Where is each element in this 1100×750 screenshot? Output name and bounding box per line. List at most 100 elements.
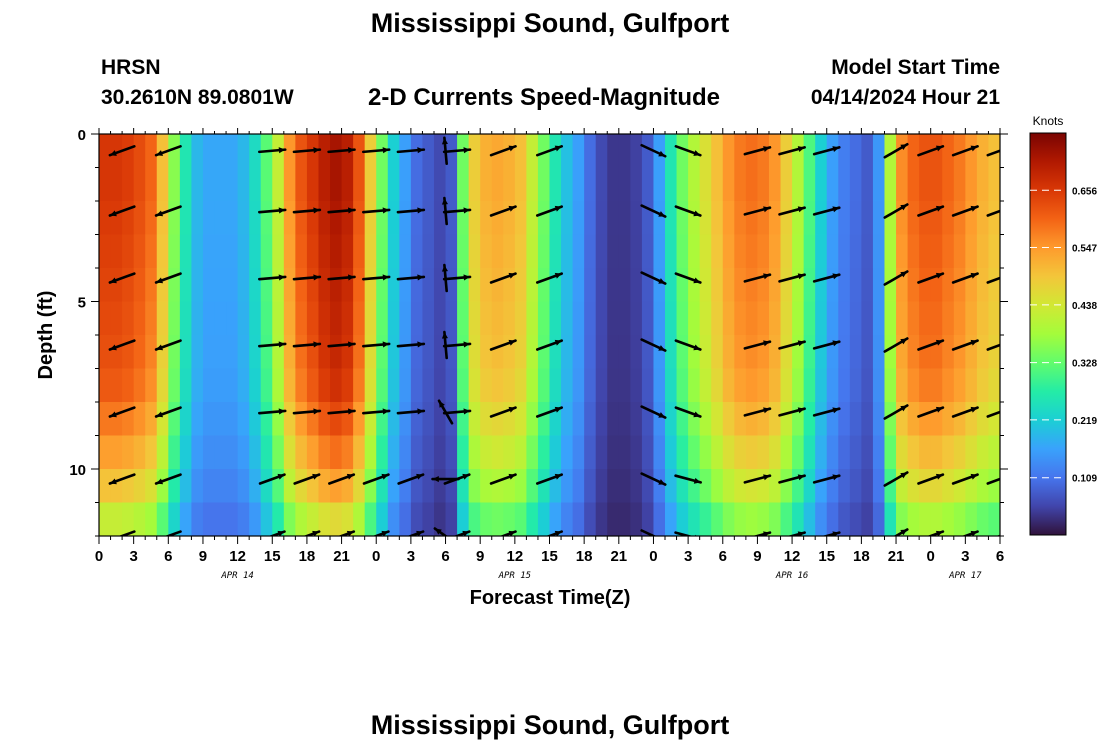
- current-vector-arrow: [986, 477, 1000, 485]
- heatmap-cell: [595, 268, 608, 303]
- heatmap-cell: [792, 134, 805, 169]
- heatmap-cell: [353, 502, 366, 536]
- heatmap-cell: [491, 167, 504, 202]
- heatmap-cell: [202, 268, 216, 303]
- current-vector-arrow: [640, 529, 657, 536]
- heatmap-cell: [295, 201, 308, 236]
- heatmap-cell: [607, 167, 620, 202]
- heatmap-cell: [849, 368, 862, 403]
- heatmap-cell: [872, 402, 886, 437]
- colorbar-tick-label: 0.219: [1072, 416, 1097, 427]
- heatmap-cell: [572, 402, 585, 437]
- heatmap-cell: [815, 368, 828, 403]
- heatmap-cell: [214, 268, 227, 303]
- heatmap-cell: [445, 335, 458, 370]
- current-vector-arrow: [778, 273, 806, 283]
- heatmap-cell: [110, 335, 123, 370]
- heatmap-cell: [168, 502, 181, 536]
- heatmap-cell: [295, 435, 308, 470]
- heatmap-cell: [145, 301, 158, 336]
- heatmap-cell: [110, 201, 123, 236]
- current-vector-arrow: [258, 207, 287, 214]
- heatmap-cell: [930, 167, 943, 202]
- current-vector-arrow: [535, 272, 564, 284]
- heatmap-cell: [422, 201, 435, 236]
- heatmap-cell: [422, 469, 435, 504]
- heatmap-cell: [133, 335, 146, 370]
- heatmap-cell: [387, 301, 400, 336]
- heatmap-cell: [491, 234, 504, 269]
- heatmap-cell: [688, 335, 701, 370]
- heatmap-cell: [884, 402, 897, 437]
- heatmap-cell: [803, 301, 816, 336]
- x-tick-label: 21: [888, 548, 905, 565]
- current-vector-arrow: [674, 145, 702, 157]
- heatmap-cell: [249, 268, 262, 303]
- heatmap-cell: [630, 167, 643, 202]
- heatmap-cell: [480, 502, 493, 536]
- heatmap-cell: [376, 368, 389, 403]
- x-tick-label: 0: [649, 548, 657, 565]
- heatmap-cell: [988, 335, 1000, 370]
- heatmap-cell: [433, 368, 447, 403]
- heatmap-cell: [953, 402, 966, 437]
- heatmap-cell: [872, 502, 886, 536]
- heatmap-cell: [826, 268, 839, 303]
- heatmap-cell: [202, 469, 216, 504]
- heatmap-cell: [399, 201, 412, 236]
- heatmap-cell: [919, 502, 932, 536]
- heatmap-cell: [306, 402, 320, 437]
- heatmap-cell: [688, 167, 701, 202]
- current-vector-arrow: [407, 530, 425, 536]
- heatmap-cell: [976, 368, 990, 403]
- heatmap-cell: [792, 234, 805, 269]
- heatmap-cell: [942, 301, 955, 336]
- heatmap-cell: [561, 201, 574, 236]
- heatmap-cell: [630, 268, 643, 303]
- current-vector-arrow: [986, 343, 1000, 351]
- heatmap-cell: [341, 201, 354, 236]
- heatmap-cell: [122, 234, 135, 269]
- heatmap-cell: [849, 167, 862, 202]
- heatmap-cell: [376, 335, 389, 370]
- heatmap-cell: [861, 167, 874, 202]
- heatmap-cell: [364, 335, 377, 370]
- heatmap-cell: [884, 368, 897, 403]
- heatmap-cell: [953, 435, 966, 470]
- heatmap-cell: [907, 134, 920, 169]
- current-vector-arrow: [327, 408, 356, 415]
- current-vector-arrow: [108, 339, 136, 351]
- heatmap-cell: [514, 402, 527, 437]
- heatmap-cell: [584, 234, 597, 269]
- heatmap-cell: [676, 335, 689, 370]
- heatmap-cell: [202, 167, 216, 202]
- heatmap-cell: [988, 435, 1000, 470]
- heatmap-cell: [711, 435, 724, 470]
- heatmap-cell: [537, 335, 551, 370]
- heatmap-cell: [422, 134, 435, 169]
- heatmap-cell: [561, 469, 574, 504]
- heatmap-cell: [711, 368, 724, 403]
- heatmap-cell: [468, 368, 481, 403]
- heatmap-cell: [514, 301, 527, 336]
- heatmap-cell: [815, 301, 828, 336]
- current-vector-arrow: [926, 530, 945, 536]
- heatmap-cell: [595, 469, 608, 504]
- heatmap-cell: [468, 301, 481, 336]
- heatmap-cell: [757, 368, 770, 403]
- heatmap-cell: [503, 301, 516, 336]
- heatmap-cell: [226, 268, 239, 303]
- current-vector-arrow: [640, 204, 667, 218]
- heatmap-cell: [445, 201, 458, 236]
- heatmap-cell: [295, 402, 308, 437]
- heatmap-cell: [445, 301, 458, 336]
- heatmap-cell: [768, 268, 782, 303]
- heatmap-cell: [249, 402, 262, 437]
- heatmap-cell: [676, 167, 689, 202]
- x-tick-label: 12: [229, 548, 246, 565]
- heatmap-cell: [410, 368, 424, 403]
- heatmap-cell: [838, 502, 851, 536]
- heatmap-cell: [445, 268, 458, 303]
- heatmap-cell: [295, 234, 308, 269]
- heatmap-cell: [630, 402, 643, 437]
